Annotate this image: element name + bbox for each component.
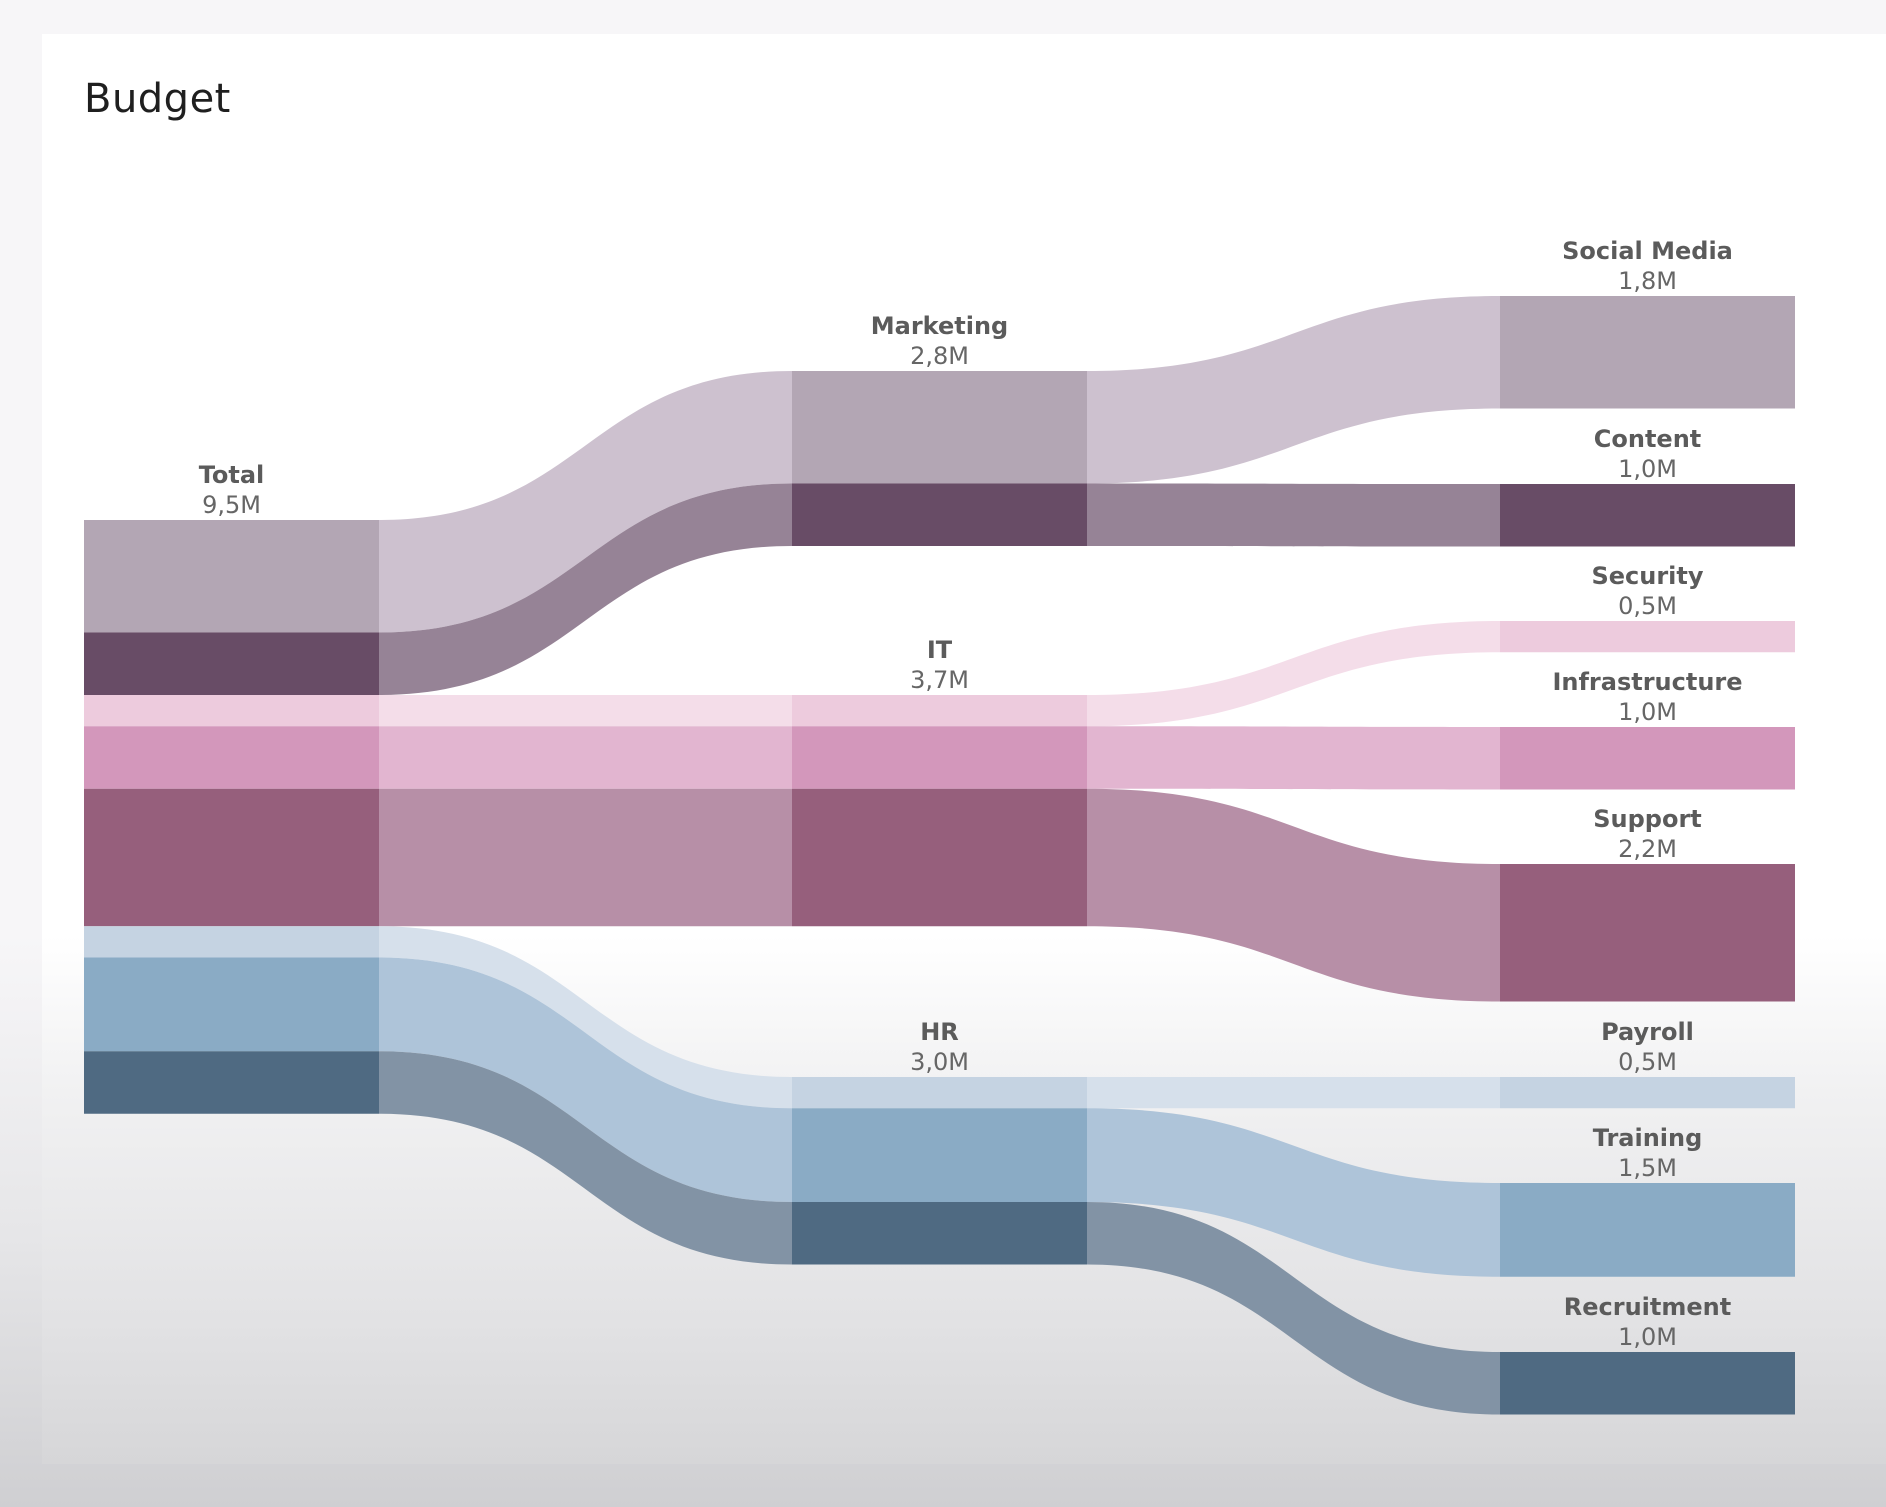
node-security[interactable] xyxy=(1500,621,1795,653)
node-label-training: Training xyxy=(1593,1124,1703,1152)
node-social-media[interactable] xyxy=(1500,296,1795,409)
it-segment-support[interactable] xyxy=(792,788,1087,927)
node-label-content: Content xyxy=(1594,425,1702,453)
node-label-security: Security xyxy=(1591,562,1703,590)
node-recruitment[interactable] xyxy=(1500,1352,1795,1415)
node-value-training: 1,5M xyxy=(1618,1154,1677,1182)
link-total-to-hr-recruitment[interactable] xyxy=(379,1051,792,1265)
marketing-segment-content[interactable] xyxy=(792,483,1087,547)
node-label-support: Support xyxy=(1593,805,1702,833)
total-segment-content[interactable] xyxy=(84,632,379,696)
link-marketing-to-social-media[interactable] xyxy=(1087,296,1500,484)
link-it-to-support[interactable] xyxy=(1087,788,1500,1002)
total-segment-training[interactable] xyxy=(84,957,379,1052)
link-total-to-it-support[interactable] xyxy=(379,788,792,927)
total-segment-recruitment[interactable] xyxy=(84,1051,379,1114)
link-hr-to-training[interactable] xyxy=(1087,1108,1500,1277)
link-it-to-security[interactable] xyxy=(1087,621,1500,727)
link-total-to-hr-payroll[interactable] xyxy=(379,926,792,1109)
chart-title: Budget xyxy=(84,76,231,122)
hr-segment-recruitment[interactable] xyxy=(792,1202,1087,1265)
node-label-it: IT xyxy=(927,636,953,664)
node-value-it: 3,7M xyxy=(910,666,969,694)
node-label-recruitment: Recruitment xyxy=(1564,1293,1731,1321)
it-segment-infrastructure[interactable] xyxy=(792,726,1087,789)
link-hr-to-recruitment[interactable] xyxy=(1087,1202,1500,1415)
sankey-nodes xyxy=(84,296,1795,1415)
total-segment-security[interactable] xyxy=(84,695,379,727)
node-label-payroll: Payroll xyxy=(1601,1018,1694,1046)
node-value-content: 1,0M xyxy=(1618,455,1677,483)
node-value-security: 0,5M xyxy=(1618,592,1677,620)
node-infrastructure[interactable] xyxy=(1500,727,1795,790)
link-total-to-it-security[interactable] xyxy=(379,695,792,727)
node-value-support: 2,2M xyxy=(1618,835,1677,863)
node-label-total: Total xyxy=(199,461,265,489)
total-segment-payroll[interactable] xyxy=(84,926,379,958)
node-value-marketing: 2,8M xyxy=(910,342,969,370)
node-value-recruitment: 1,0M xyxy=(1618,1323,1677,1351)
sankey-links xyxy=(379,296,1500,1415)
node-label-social-media: Social Media xyxy=(1562,237,1733,265)
node-support[interactable] xyxy=(1500,864,1795,1002)
node-label-marketing: Marketing xyxy=(871,312,1008,340)
link-hr-to-payroll[interactable] xyxy=(1087,1077,1500,1109)
link-total-to-marketing-social-media[interactable] xyxy=(379,371,792,633)
link-it-to-infrastructure[interactable] xyxy=(1087,726,1500,790)
total-segment-support[interactable] xyxy=(84,788,379,927)
node-value-total: 9,5M xyxy=(202,491,261,519)
total-segment-social-media[interactable] xyxy=(84,520,379,633)
node-value-infrastructure: 1,0M xyxy=(1618,698,1677,726)
link-total-to-marketing-content[interactable] xyxy=(379,483,792,696)
node-value-payroll: 0,5M xyxy=(1618,1048,1677,1076)
node-value-hr: 3,0M xyxy=(910,1048,969,1076)
node-training[interactable] xyxy=(1500,1183,1795,1277)
hr-segment-training[interactable] xyxy=(792,1108,1087,1202)
link-total-to-hr-training[interactable] xyxy=(379,957,792,1203)
node-content[interactable] xyxy=(1500,484,1795,547)
node-label-hr: HR xyxy=(920,1018,959,1046)
it-segment-security[interactable] xyxy=(792,695,1087,727)
total-segment-infrastructure[interactable] xyxy=(84,726,379,789)
marketing-segment-social-media[interactable] xyxy=(792,371,1087,484)
link-marketing-to-content[interactable] xyxy=(1087,483,1500,547)
link-total-to-it-infrastructure[interactable] xyxy=(379,726,792,789)
node-label-infrastructure: Infrastructure xyxy=(1552,668,1742,696)
node-payroll[interactable] xyxy=(1500,1077,1795,1109)
hr-segment-payroll[interactable] xyxy=(792,1077,1087,1109)
node-value-social-media: 1,8M xyxy=(1618,267,1677,295)
